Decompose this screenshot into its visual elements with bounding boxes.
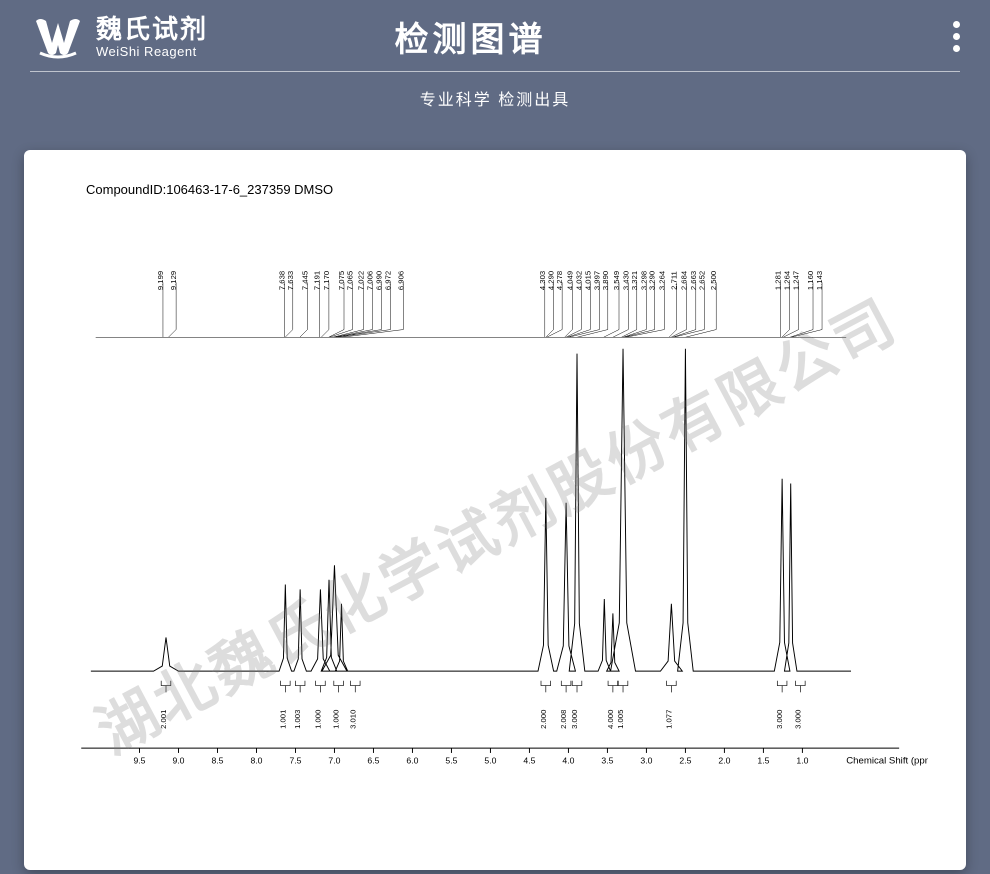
svg-text:1.160: 1.160: [806, 271, 815, 290]
svg-text:8.0: 8.0: [250, 756, 262, 766]
svg-text:1.077: 1.077: [664, 710, 673, 729]
kebab-menu-icon[interactable]: [953, 21, 960, 52]
svg-text:4.015: 4.015: [583, 271, 592, 290]
svg-text:2.000: 2.000: [539, 710, 548, 729]
logo-cn: 魏氏试剂: [96, 16, 208, 42]
svg-text:4.049: 4.049: [565, 271, 574, 290]
logo-text: 魏氏试剂 WeiShi Reagent: [96, 16, 208, 58]
svg-text:6.5: 6.5: [367, 756, 379, 766]
svg-text:3.000: 3.000: [570, 710, 579, 729]
svg-text:7.022: 7.022: [357, 271, 366, 290]
svg-text:3.290: 3.290: [648, 271, 657, 290]
svg-text:2.0: 2.0: [718, 756, 730, 766]
svg-text:5.0: 5.0: [484, 756, 496, 766]
svg-text:7.0: 7.0: [328, 756, 340, 766]
svg-text:7.633: 7.633: [286, 271, 295, 290]
svg-text:1.000: 1.000: [332, 710, 341, 729]
svg-text:6.906: 6.906: [396, 271, 405, 290]
svg-text:3.549: 3.549: [612, 271, 621, 290]
page-subtitle: 专业科学 检测出具: [30, 86, 960, 110]
header: 魏氏试剂 WeiShi Reagent 检测图谱 专业科学 检测出具: [0, 0, 990, 130]
svg-text:8.5: 8.5: [211, 756, 223, 766]
brand-logo-icon: [30, 15, 86, 59]
svg-text:1.264: 1.264: [783, 270, 792, 290]
page-title: 检测图谱: [395, 12, 547, 61]
nmr-spectrum-svg: 9.1999.1297.6387.6337.4457.1917.1707.075…: [62, 207, 928, 837]
svg-text:7.065: 7.065: [345, 271, 354, 290]
svg-text:Chemical Shift (ppm): Chemical Shift (ppm): [846, 756, 928, 767]
logo-block: 魏氏试剂 WeiShi Reagent: [30, 15, 208, 59]
svg-text:6.990: 6.990: [374, 271, 383, 290]
svg-text:9.5: 9.5: [133, 756, 145, 766]
svg-text:1.005: 1.005: [616, 710, 625, 729]
svg-text:3.000: 3.000: [775, 710, 784, 729]
header-top-row: 魏氏试剂 WeiShi Reagent 检测图谱: [30, 12, 960, 72]
svg-text:1.000: 1.000: [313, 710, 322, 729]
svg-text:4.032: 4.032: [574, 271, 583, 290]
svg-text:7.170: 7.170: [322, 271, 331, 290]
svg-text:4.000: 4.000: [606, 710, 615, 729]
svg-text:9.199: 9.199: [156, 271, 165, 290]
svg-text:2.500: 2.500: [709, 271, 718, 290]
svg-text:1.281: 1.281: [773, 271, 782, 290]
spectrum-card: CompoundID:106463-17-6_237359 DMSO 9.199…: [24, 150, 966, 870]
svg-text:3.5: 3.5: [601, 756, 613, 766]
svg-text:2.652: 2.652: [697, 271, 706, 290]
svg-text:2.001: 2.001: [159, 710, 168, 729]
svg-text:1.5: 1.5: [757, 756, 769, 766]
svg-text:6.972: 6.972: [384, 271, 393, 290]
svg-text:4.0: 4.0: [562, 756, 574, 766]
svg-text:9.129: 9.129: [169, 271, 178, 290]
svg-text:4.5: 4.5: [523, 756, 535, 766]
svg-text:2.684: 2.684: [679, 270, 688, 290]
svg-text:5.5: 5.5: [445, 756, 457, 766]
svg-text:2.008: 2.008: [559, 710, 568, 729]
svg-text:7.006: 7.006: [365, 271, 374, 290]
svg-text:1.0: 1.0: [796, 756, 808, 766]
svg-text:4.303: 4.303: [538, 271, 547, 290]
svg-text:3.000: 3.000: [793, 710, 802, 729]
svg-text:3.321: 3.321: [630, 271, 639, 290]
svg-text:1.003: 1.003: [293, 710, 302, 729]
svg-text:4.290: 4.290: [547, 271, 556, 290]
logo-en: WeiShi Reagent: [96, 45, 208, 58]
svg-text:4.278: 4.278: [555, 271, 564, 290]
svg-text:7.191: 7.191: [313, 271, 322, 290]
svg-text:2.5: 2.5: [679, 756, 691, 766]
svg-text:3.010: 3.010: [348, 710, 357, 729]
svg-text:7.5: 7.5: [289, 756, 301, 766]
compound-id-label: CompoundID:106463-17-6_237359 DMSO: [86, 182, 928, 197]
svg-text:3.264: 3.264: [657, 270, 666, 290]
svg-text:1.143: 1.143: [815, 271, 824, 290]
svg-text:6.0: 6.0: [406, 756, 418, 766]
svg-text:3.890: 3.890: [601, 271, 610, 290]
spectrum-chart: 9.1999.1297.6387.6337.4457.1917.1707.075…: [62, 207, 928, 837]
svg-text:2.711: 2.711: [670, 271, 679, 290]
svg-text:7.445: 7.445: [300, 271, 309, 290]
svg-text:9.0: 9.0: [172, 756, 184, 766]
svg-text:3.0: 3.0: [640, 756, 652, 766]
svg-text:1.247: 1.247: [792, 271, 801, 290]
svg-text:1.001: 1.001: [278, 710, 287, 729]
